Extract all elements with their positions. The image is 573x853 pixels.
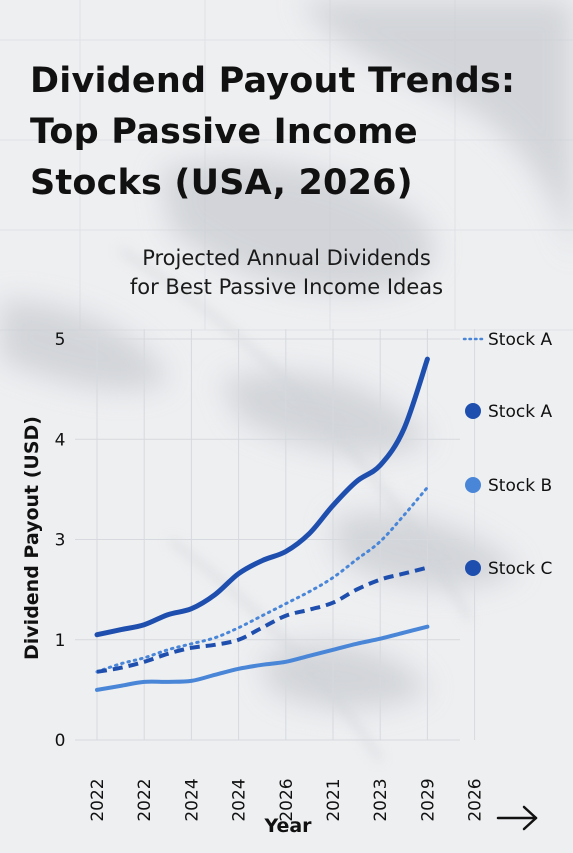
legend-swatch <box>465 477 481 493</box>
y-tick-label: 3 <box>55 531 66 551</box>
y-tick-label: 5 <box>55 330 66 350</box>
x-tick-label: 2022 <box>88 778 108 821</box>
legend-swatch <box>465 403 481 419</box>
y-axis-label: Dividend Payout (USD) <box>21 416 43 660</box>
legend-label: Stock B <box>488 476 552 496</box>
chart-subtitle: Projected Annual Dividends for Best Pass… <box>0 244 573 302</box>
x-tick-label: 2024 <box>182 778 202 821</box>
x-tick-label: 2029 <box>418 778 438 821</box>
series-lines <box>94 356 430 692</box>
y-tick-label: 4 <box>55 430 66 450</box>
title-line-1: Dividend Payout Trends: <box>30 61 516 101</box>
x-tick-label: 2023 <box>371 778 391 821</box>
subtitle-line-2: for Best Passive Income Ideas <box>129 275 444 299</box>
subtitle-line-1: Projected Annual Dividends <box>142 246 431 270</box>
x-tick-label: 2024 <box>230 778 250 821</box>
y-axis-ticks: 0 1 3 4 5 <box>55 330 66 751</box>
arrow-right-icon[interactable] <box>496 804 540 832</box>
series-line-3 <box>95 624 430 692</box>
y-tick-label: 1 <box>55 631 66 651</box>
title-line-2: Top Passive Income <box>30 112 418 152</box>
series-line-4 <box>96 565 428 674</box>
x-tick-label: 2026 <box>277 778 297 821</box>
title-line-3: Stocks (USA, 2026) <box>30 163 413 203</box>
legend-label: Stock A <box>488 402 552 422</box>
x-axis-ticks: 2022 2022 2024 2024 2026 2021 2023 2029 2026 <box>88 778 486 821</box>
y-tick-label: 0 <box>55 731 66 751</box>
series-line-1 <box>95 485 429 674</box>
series-line-2 <box>94 356 430 638</box>
x-tick-label: 2026 <box>466 778 486 821</box>
x-tick-label: 2022 <box>135 778 155 821</box>
legend-swatch <box>465 560 481 576</box>
x-tick-label: 2021 <box>324 778 344 821</box>
x-axis-label: Year <box>263 815 312 837</box>
legend-label: Stock C <box>488 559 552 579</box>
legend: Stock A Stock A Stock B Stock C <box>462 330 552 579</box>
page-title: Dividend Payout Trends: Top Passive Inco… <box>30 56 550 209</box>
chart-grid <box>75 329 476 741</box>
legend-label: Stock A <box>488 330 552 350</box>
